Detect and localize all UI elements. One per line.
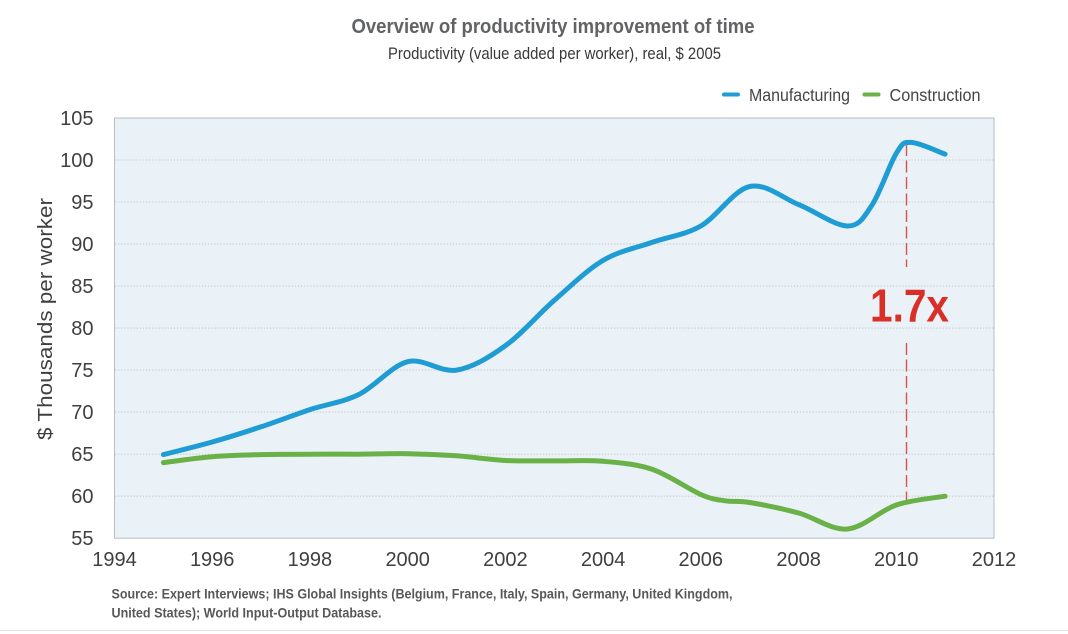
svg-text:Productivity (value added per: Productivity (value added per worker), r… — [388, 44, 721, 63]
svg-text:2012: 2012 — [972, 549, 1017, 571]
svg-text:1998: 1998 — [288, 549, 333, 571]
svg-text:1994: 1994 — [92, 549, 137, 571]
svg-text:Manufacturing: Manufacturing — [749, 85, 850, 105]
svg-text:1.7x: 1.7x — [870, 280, 949, 332]
svg-text:90: 90 — [71, 234, 93, 256]
svg-text:95: 95 — [71, 192, 93, 214]
svg-text:United States); World Input-Ou: United States); World Input-Output Datab… — [112, 606, 382, 621]
svg-text:85: 85 — [71, 276, 93, 298]
svg-text:1996: 1996 — [190, 549, 235, 571]
svg-text:Construction: Construction — [890, 85, 981, 105]
svg-text:100: 100 — [60, 150, 93, 172]
svg-text:$ Thousands per worker: $ Thousands per worker — [35, 198, 57, 440]
svg-text:80: 80 — [71, 318, 93, 340]
svg-text:2000: 2000 — [385, 549, 430, 571]
svg-text:2008: 2008 — [776, 549, 821, 571]
svg-text:65: 65 — [71, 444, 93, 466]
svg-text:2006: 2006 — [679, 549, 724, 571]
svg-text:75: 75 — [71, 360, 93, 382]
svg-text:60: 60 — [71, 486, 93, 508]
svg-text:2004: 2004 — [581, 549, 626, 571]
svg-text:Overview of productivity impro: Overview of productivity improvement of … — [352, 16, 755, 38]
svg-text:105: 105 — [60, 108, 93, 130]
svg-text:2002: 2002 — [483, 549, 528, 571]
svg-text:55: 55 — [71, 528, 93, 550]
svg-text:2010: 2010 — [874, 549, 919, 571]
svg-text:Source: Expert Interviews; IHS: Source: Expert Interviews; IHS Global In… — [112, 587, 733, 602]
svg-text:70: 70 — [71, 402, 93, 424]
